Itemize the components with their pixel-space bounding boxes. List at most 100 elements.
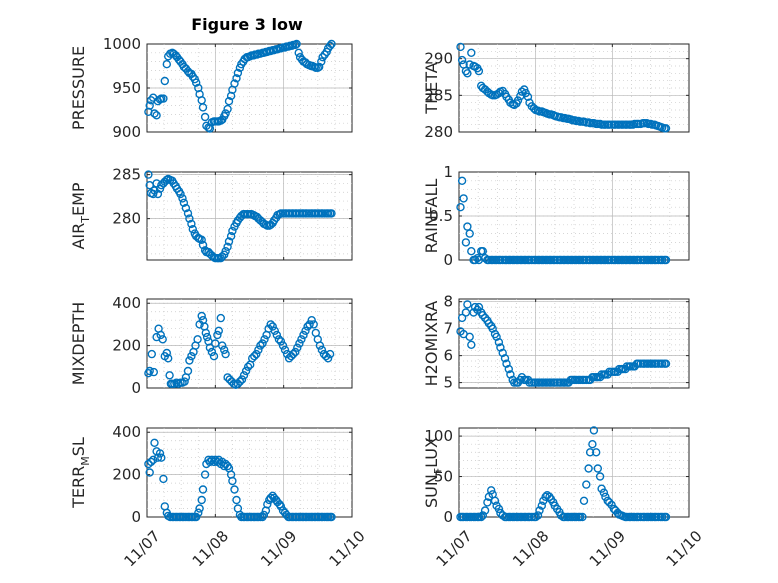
data-point bbox=[494, 504, 504, 514]
data-point bbox=[292, 39, 301, 49]
data-point bbox=[578, 512, 587, 522]
data-point bbox=[193, 335, 202, 344]
data-point bbox=[224, 96, 234, 106]
data-point bbox=[268, 322, 277, 331]
data-point bbox=[459, 194, 468, 203]
data-point bbox=[487, 486, 496, 495]
data-point bbox=[456, 202, 465, 212]
subplot-pressure: 900 950 1000 PRESSURE bbox=[69, 35, 353, 141]
data-point bbox=[233, 68, 243, 78]
data-point bbox=[473, 254, 482, 263]
data-point bbox=[200, 470, 210, 479]
y-axis-label: RAINFALL bbox=[422, 179, 441, 254]
data-point bbox=[599, 488, 609, 497]
y-axis-label: AIRTEMP bbox=[69, 182, 92, 249]
data-point bbox=[325, 41, 335, 50]
data-point bbox=[470, 255, 480, 265]
data-point bbox=[579, 496, 589, 505]
y-axis-label: MIXDEPTH bbox=[69, 302, 88, 385]
data-point bbox=[256, 341, 265, 350]
data-point bbox=[582, 480, 591, 489]
data-point bbox=[293, 343, 302, 352]
data-point bbox=[477, 512, 486, 522]
data-point bbox=[207, 347, 217, 357]
y-tick-label: 290 bbox=[424, 50, 453, 68]
data-point bbox=[317, 57, 326, 66]
data-point bbox=[224, 237, 234, 246]
data-point bbox=[183, 209, 193, 218]
data-point bbox=[198, 485, 208, 494]
data-point bbox=[266, 493, 275, 503]
data-point bbox=[252, 349, 261, 359]
data-point bbox=[327, 209, 336, 218]
data-point bbox=[188, 224, 198, 234]
data-point bbox=[187, 352, 196, 361]
data-point bbox=[221, 109, 230, 118]
data-point bbox=[185, 214, 194, 223]
data-point bbox=[221, 349, 230, 359]
data-point bbox=[309, 320, 318, 329]
data-point bbox=[325, 349, 335, 359]
data-point bbox=[276, 337, 286, 346]
data-point bbox=[195, 504, 204, 513]
y-tick-label: 280 bbox=[424, 123, 453, 141]
data-point bbox=[504, 364, 513, 374]
y-tick-label: 0 bbox=[443, 508, 453, 526]
data-point bbox=[291, 347, 300, 357]
data-point bbox=[163, 354, 173, 363]
data-point bbox=[153, 453, 163, 462]
data-point bbox=[254, 345, 263, 355]
y-tick-label: 400 bbox=[112, 294, 141, 312]
data-point bbox=[266, 320, 275, 329]
data-point bbox=[533, 511, 543, 520]
data-point bbox=[152, 111, 161, 120]
y-tick-label: 400 bbox=[112, 423, 141, 441]
data-point bbox=[483, 498, 492, 507]
data-point bbox=[237, 375, 247, 384]
data-point bbox=[216, 313, 226, 323]
data-point bbox=[228, 476, 237, 486]
data-point bbox=[145, 101, 154, 110]
data-point bbox=[226, 231, 236, 241]
data-point bbox=[661, 124, 671, 133]
data-point bbox=[250, 352, 259, 361]
data-point bbox=[282, 349, 292, 359]
data-point bbox=[228, 226, 237, 236]
data-point bbox=[523, 92, 533, 102]
y-tick-label: 900 bbox=[112, 123, 141, 141]
data-point bbox=[461, 238, 471, 247]
data-point bbox=[198, 103, 208, 112]
y-tick-label: 0 bbox=[443, 251, 453, 269]
data-point bbox=[274, 335, 284, 344]
data-point bbox=[661, 359, 671, 368]
data-point bbox=[276, 502, 286, 511]
data-point bbox=[315, 62, 324, 72]
data-point bbox=[160, 76, 170, 86]
data-point bbox=[178, 194, 187, 203]
y-tick-label: 5 bbox=[443, 374, 453, 392]
y-tick-label: 280 bbox=[112, 210, 141, 228]
data-point bbox=[205, 343, 215, 352]
data-point bbox=[180, 377, 189, 386]
data-point bbox=[219, 345, 229, 355]
data-point bbox=[535, 506, 544, 515]
y-tick-label: 8 bbox=[443, 293, 453, 311]
data-point bbox=[321, 352, 331, 361]
data-point bbox=[595, 472, 605, 481]
data-point bbox=[155, 449, 165, 458]
data-point bbox=[585, 448, 595, 457]
data-point bbox=[241, 366, 251, 376]
data-point bbox=[474, 66, 484, 76]
data-point bbox=[589, 426, 599, 435]
data-point bbox=[185, 356, 194, 365]
data-point bbox=[467, 48, 476, 57]
y-tick-label: 7 bbox=[443, 320, 453, 338]
x-tick-label: 11/07 bbox=[120, 527, 163, 570]
data-point bbox=[494, 338, 504, 347]
data-point bbox=[327, 512, 336, 522]
data-point bbox=[156, 330, 165, 340]
data-point bbox=[148, 455, 158, 464]
